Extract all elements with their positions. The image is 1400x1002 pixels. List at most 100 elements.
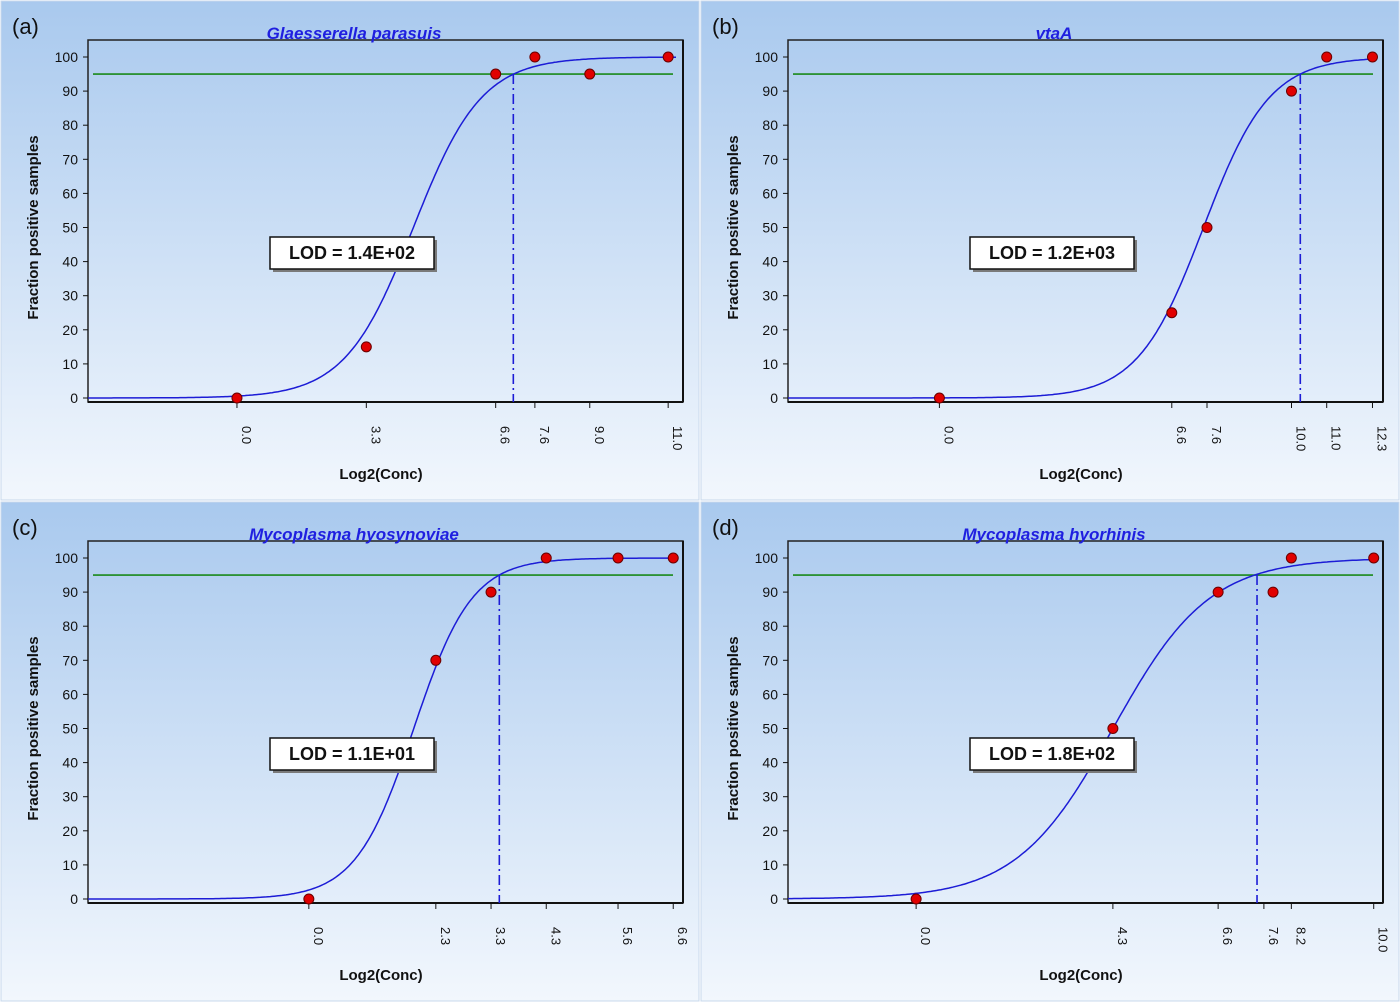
fit-curve (788, 58, 1377, 399)
x-tick-label: 3.3 (493, 927, 508, 945)
y-tick-label: 20 (62, 322, 78, 338)
chart-svg: (a) Glaesserella parasuis 0 10 20 30 40 50 60 70 8… (0, 0, 700, 501)
y-tick-label: 100 (755, 49, 779, 65)
data-point (584, 68, 596, 80)
y-tick-label: 20 (762, 322, 778, 338)
data-point (1201, 222, 1213, 233)
y-tick-label: 30 (762, 789, 778, 805)
y-tick-label: 60 (762, 686, 778, 702)
panel-label: (d) (712, 515, 739, 540)
chart-svg: (b) vtaA 0 10 20 30 40 50 60 70 80 90 100 Fraction po… (700, 0, 1400, 501)
fit-curve (788, 558, 1377, 900)
y-tick-label: 50 (762, 721, 778, 737)
lod-box (969, 236, 1135, 270)
y-tick-label: 70 (762, 151, 778, 167)
y-tick-label: 60 (62, 185, 78, 201)
x-tick-label: 6.6 (675, 927, 690, 945)
y-tick-label: 10 (762, 857, 778, 873)
x-tick-label: 7.6 (1266, 927, 1281, 945)
y-tick-label: 30 (62, 288, 78, 304)
x-tick-label: 6.6 (1174, 426, 1189, 444)
x-tick-label: 6.6 (498, 426, 513, 444)
y-tick-label: 40 (762, 254, 778, 270)
chart-title: Mycoplasma hyosynoviae (249, 525, 459, 544)
y-axis-title: Fraction positive samples (25, 636, 42, 820)
y-tick-label: 80 (62, 117, 78, 133)
x-tick-label: 5.6 (620, 927, 635, 945)
data-point (1107, 723, 1119, 734)
y-tick-label: 40 (762, 755, 778, 771)
x-tick-label: 10.0 (1376, 927, 1391, 952)
data-point (485, 586, 497, 598)
data-point (430, 654, 442, 666)
x-tick-label: 0.0 (239, 426, 254, 444)
data-point (540, 552, 552, 564)
x-tick-label: 3.3 (368, 426, 383, 444)
data-point (1166, 307, 1178, 319)
y-tick-label: 90 (62, 83, 78, 99)
y-tick-label: 90 (762, 584, 778, 600)
y-tick-label: 80 (762, 618, 778, 634)
y-tick-label: 50 (62, 220, 78, 236)
y-tick-label: 70 (762, 652, 778, 668)
y-tick-label: 50 (762, 220, 778, 236)
data-point (1285, 552, 1297, 564)
y-tick-label: 90 (762, 83, 778, 99)
y-tick-label: 0 (770, 390, 778, 406)
y-tick-label: 100 (55, 550, 79, 566)
x-tick-label: 7.6 (537, 426, 552, 444)
x-axis-title: Log2(Conc) (1039, 967, 1122, 984)
chart-svg: (c) Mycoplasma hyosynoviae 0 10 20 30 40 50 60 70… (0, 501, 700, 1002)
y-tick-label: 20 (762, 823, 778, 839)
data-point (1366, 51, 1378, 63)
data-point (667, 552, 679, 564)
x-tick-label: 7.6 (1209, 426, 1224, 444)
x-tick-label: 0.0 (311, 927, 326, 945)
y-tick-label: 50 (62, 721, 78, 737)
data-point (360, 341, 372, 353)
x-tick-label: 11.0 (670, 426, 685, 450)
data-point (1267, 586, 1279, 598)
y-tick-label: 80 (762, 117, 778, 133)
chart-title: Mycoplasma hyorhinis (962, 525, 1145, 544)
lod-label: LOD = 1.2E+03 (989, 243, 1115, 263)
x-axis-title: Log2(Conc) (339, 967, 422, 984)
y-tick-label: 100 (55, 49, 79, 65)
chart-title: Glaesserella parasuis (267, 24, 442, 43)
y-tick-label: 40 (62, 254, 78, 270)
y-tick-label: 70 (62, 151, 78, 167)
y-tick-label: 0 (70, 891, 78, 907)
panel-label: (c) (12, 515, 38, 540)
fit-curve (88, 56, 676, 399)
data-point (490, 68, 502, 80)
data-point (1212, 586, 1224, 598)
x-tick-label: 12.3 (1374, 426, 1389, 451)
chart-panel-c: (c) Mycoplasma hyosynoviae 0 10 20 30 40 50 60 70… (0, 501, 700, 1002)
x-tick-label: 4.3 (548, 927, 563, 945)
y-tick-label: 10 (762, 356, 778, 372)
chart-panel-a: (a) Glaesserella parasuis 0 10 20 30 40 50 60 70 8… (0, 0, 700, 501)
y-axis-title: Fraction positive samples (725, 135, 742, 319)
y-tick-label: 70 (62, 652, 78, 668)
x-tick-label: 2.3 (438, 927, 453, 945)
data-point (612, 552, 624, 564)
x-axis-title: Log2(Conc) (1039, 466, 1122, 483)
lod-box (269, 737, 435, 771)
panel-label: (a) (12, 14, 39, 39)
y-tick-label: 20 (62, 823, 78, 839)
data-point (910, 893, 922, 905)
x-tick-label: 8.2 (1293, 927, 1308, 945)
x-tick-label: 10.0 (1293, 426, 1308, 451)
y-tick-label: 0 (770, 891, 778, 907)
lod-box (969, 737, 1135, 771)
lod-label: LOD = 1.8E+02 (989, 744, 1115, 764)
y-axis-title: Fraction positive samples (725, 636, 742, 820)
chart-title: vtaA (1036, 24, 1073, 43)
data-point (529, 51, 541, 63)
x-tick-label: 11.0 (1329, 426, 1344, 450)
data-point (303, 893, 315, 905)
data-point (231, 392, 243, 404)
y-tick-label: 10 (62, 857, 78, 873)
x-tick-label: 9.0 (592, 426, 607, 444)
data-point (1368, 552, 1380, 564)
